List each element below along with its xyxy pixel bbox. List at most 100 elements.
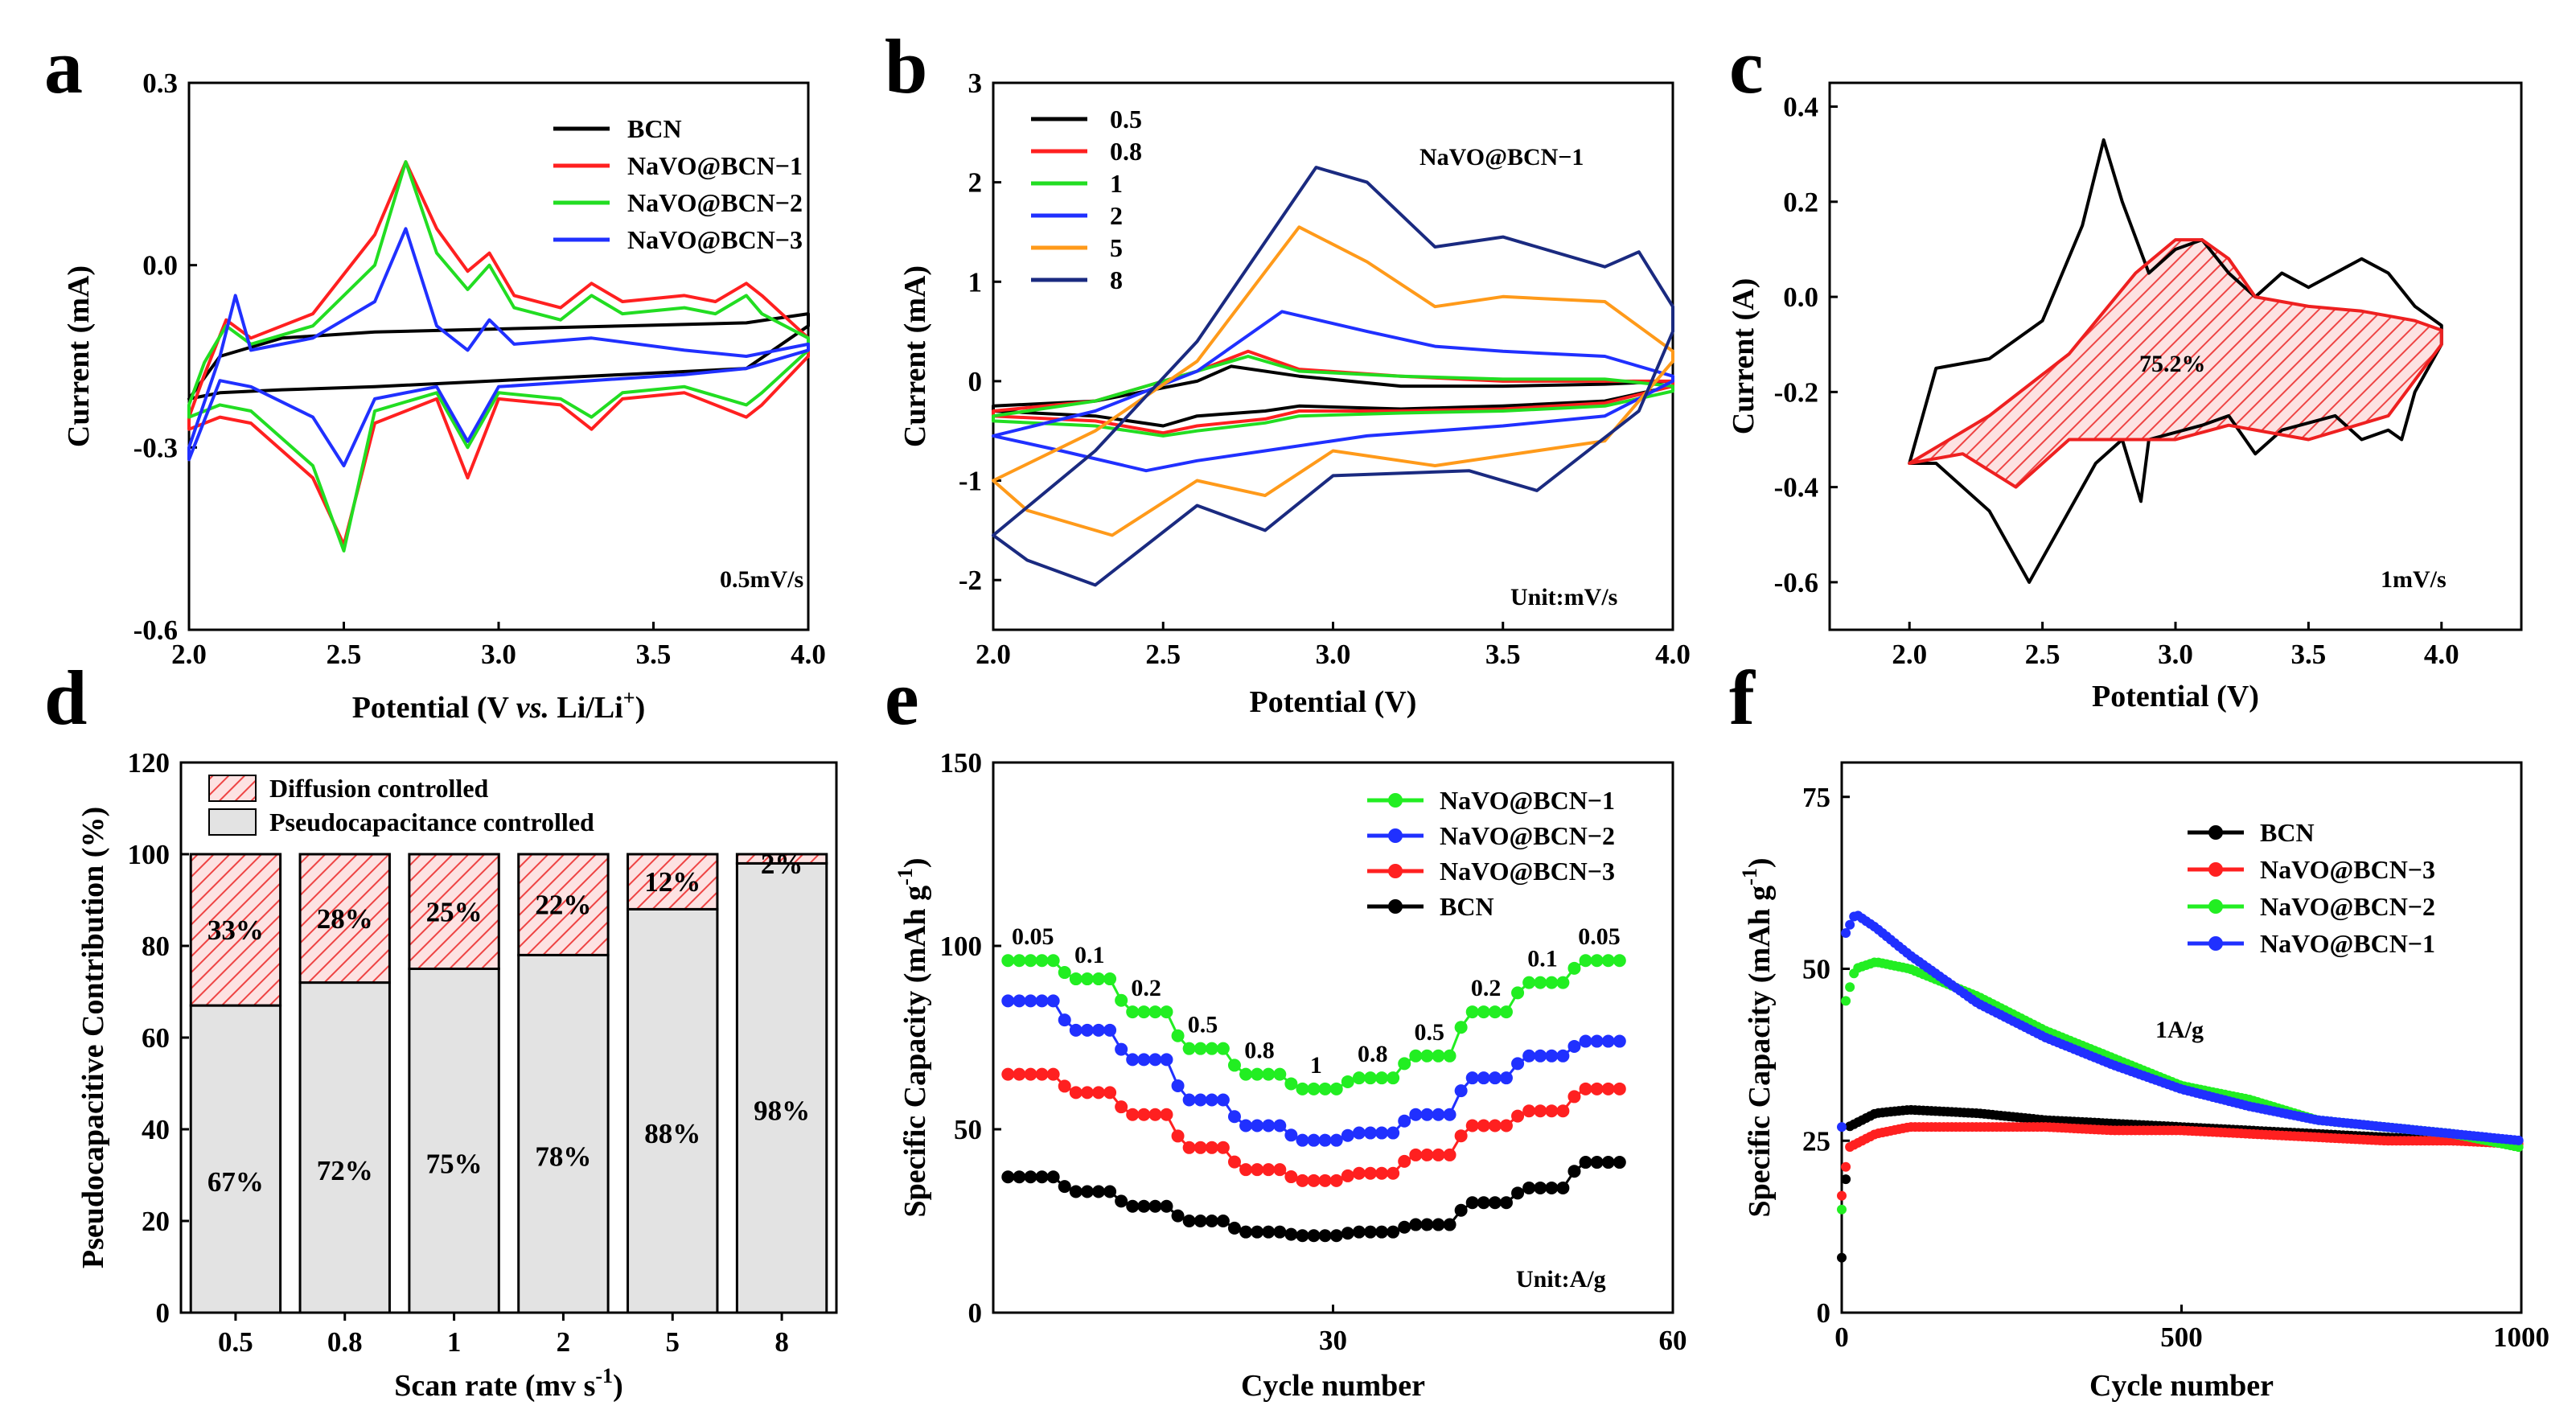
- panel-e-rate-performance: 30 60 150 100 50 0 0.05 0.1 0.2 0.5 0.8 1 0.8 0.5 0.2 0…: [894, 747, 1687, 1403]
- legend-label-a: NaVO@BCN−1: [627, 151, 803, 180]
- scan-rate-annotation-a: 0.5mV/s: [720, 566, 803, 593]
- panel-letter-b: b: [885, 23, 927, 109]
- data-point-e: [1613, 1082, 1626, 1095]
- y-axis-label-part-f: -1: [1738, 868, 1761, 886]
- y-tick-label-d: 40: [142, 1114, 170, 1145]
- y-tick-label-d: 60: [142, 1022, 170, 1054]
- bar-label-diffusion: 2%: [761, 849, 803, 880]
- panel-d-pseudocapacitive-bar-chart: 120 100 80 60 40 20 0 67% 33% 0.5 72% 28% 0.8 75% 25% 1…: [76, 747, 838, 1403]
- x-tick-label-d: 2: [557, 1326, 571, 1358]
- data-point-e: [1613, 1156, 1626, 1169]
- series-line-a: [187, 227, 810, 467]
- rate-label-e: 0.8: [1244, 1038, 1275, 1064]
- x-tick-label-d: 8: [774, 1326, 789, 1358]
- legend-label-b: 2: [1110, 201, 1123, 230]
- y-axis-label-a: Current (mA): [62, 265, 96, 447]
- series-line-c: [1908, 238, 2443, 489]
- y-tick-label-a: 0.0: [142, 250, 178, 282]
- data-point-f: [1837, 1204, 1847, 1215]
- bar-pseudocapacitance: [517, 953, 610, 1314]
- panel-letter-c: c: [1729, 23, 1764, 109]
- y-tick-label-b: -2: [959, 565, 982, 596]
- legend-label-f: NaVO@BCN−1: [2260, 929, 2435, 958]
- bar-pseudocapacitance: [408, 968, 500, 1314]
- bar-pseudocapacitance: [627, 907, 719, 1314]
- unit-annotation-e: Unit:A/g: [1516, 1266, 1606, 1293]
- y-axis-label-e: Specific Capacity (mAh g-1): [894, 857, 932, 1217]
- rate-label-e: 0.05: [1578, 923, 1621, 950]
- y-tick-label-d: 20: [142, 1206, 170, 1237]
- data-point-f: [1837, 1190, 1847, 1201]
- x-tick-label-f: 1000: [2493, 1322, 2549, 1353]
- legend-label-f: BCN: [2260, 818, 2315, 847]
- legend-marker-e: [1388, 828, 1403, 843]
- panel-letter-e: e: [885, 655, 919, 741]
- rate-label-e: 0.2: [1131, 975, 1161, 1001]
- legend-label-d: Diffusion controlled: [269, 774, 489, 803]
- bar-label-diffusion: 25%: [426, 896, 483, 927]
- y-tick-label-a: 0.3: [142, 68, 178, 99]
- data-point-f: [1845, 982, 1855, 993]
- y-tick-label-c: -0.2: [1774, 376, 1818, 408]
- y-axis-label-part-e: -1: [894, 868, 917, 886]
- x-tick-label-b: 3.5: [1485, 639, 1521, 670]
- rate-label-e: 0.05: [1012, 923, 1054, 950]
- bar-label-diffusion: 28%: [317, 903, 373, 935]
- bar-label-pseudocapacitance: 72%: [317, 1155, 373, 1186]
- y-tick-label-c: -0.6: [1774, 567, 1818, 598]
- rate-label-e: 0.1: [1527, 946, 1558, 972]
- panel-a-cv-comparison: 2.0 2.5 3.0 3.5 4.0 0.3 0.0 -0.3 -0.6 BCN NaVO@BCN…: [62, 68, 826, 725]
- x-tick-label-d: 0.8: [327, 1326, 363, 1358]
- capacitive-percentage-c: 75.2%: [2139, 351, 2206, 377]
- y-axis-label-c: Current (A): [1727, 278, 1760, 435]
- data-point-f: [1841, 1174, 1851, 1185]
- x-tick-label-b: 2.5: [1145, 639, 1181, 670]
- x-axis-label-e: Cycle number: [1241, 1369, 1425, 1403]
- legend-marker-e: [1388, 793, 1403, 808]
- legend-label-b: 8: [1110, 265, 1123, 294]
- legend-label-b: 0.5: [1110, 105, 1142, 134]
- y-tick-label-d: 120: [128, 747, 171, 779]
- y-tick-label-b: 3: [968, 68, 983, 99]
- bar-pseudocapacitance: [298, 981, 391, 1314]
- bar-diffusion: [627, 853, 719, 910]
- legend-marker-e: [1388, 864, 1403, 878]
- y-tick-label-b: 2: [968, 167, 983, 199]
- x-axis-label-c: Potential (V): [2092, 680, 2259, 713]
- x-axis-label-d: Scan rate (mv s-1): [394, 1364, 622, 1403]
- x-tick-label-f: 0: [1834, 1322, 1849, 1353]
- sample-annotation-b: NaVO@BCN−1: [1419, 144, 1584, 171]
- x-tick-label-a: 4.0: [791, 639, 826, 670]
- y-tick-label-f: 0: [1817, 1297, 1831, 1329]
- bar-label-pseudocapacitance: 98%: [754, 1095, 810, 1127]
- x-tick-label-c: 3.0: [2158, 639, 2193, 670]
- x-tick-label-c: 2.5: [2025, 639, 2060, 670]
- rate-label-e: 0.1: [1074, 942, 1105, 968]
- legend-marker-f: [2208, 825, 2223, 840]
- data-point-f: [1837, 1252, 1847, 1263]
- y-tick-label-a: -0.3: [134, 432, 178, 463]
- bar-diffusion: [517, 853, 610, 956]
- panel-letter-a: a: [44, 23, 83, 109]
- legend-label-f: NaVO@BCN−2: [2260, 892, 2435, 921]
- data-point-f: [1837, 1122, 1847, 1132]
- x-tick-label-a: 2.5: [327, 639, 362, 670]
- y-tick-label-e: 150: [940, 747, 983, 779]
- rate-label-e: 0.2: [1471, 975, 1502, 1001]
- y-tick-label-e: 0: [968, 1297, 983, 1329]
- series-line-b: [992, 355, 1674, 438]
- data-point-f: [1845, 919, 1855, 930]
- rate-label-e: 1: [1310, 1052, 1322, 1079]
- x-tick-label-d: 1: [447, 1326, 462, 1358]
- y-axis-label-d: Pseudocapacitive Contribution (%): [76, 807, 110, 1268]
- y-axis-label-part-e: Specific Capacity (mAh g: [898, 886, 932, 1218]
- y-tick-label-d: 80: [142, 931, 170, 962]
- legend-label-e: NaVO@BCN−2: [1440, 821, 1615, 850]
- bar-label-diffusion: 22%: [535, 890, 591, 921]
- bar-label-pseudocapacitance: 75%: [426, 1148, 483, 1179]
- legend-label-a: NaVO@BCN−3: [627, 225, 803, 254]
- y-tick-label-f: 50: [1802, 954, 1830, 985]
- bar-diffusion: [298, 853, 391, 984]
- legend-label-e: BCN: [1440, 892, 1494, 921]
- x-axis-label-f: Cycle number: [2089, 1369, 2274, 1403]
